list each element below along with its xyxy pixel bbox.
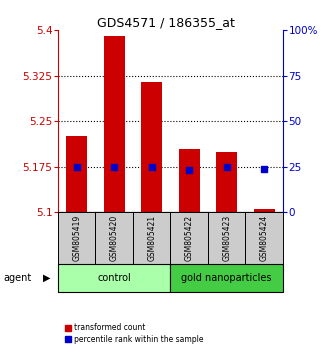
Text: control: control (97, 273, 131, 283)
Text: GDS4571 / 186355_at: GDS4571 / 186355_at (97, 16, 234, 29)
Text: GSM805424: GSM805424 (260, 215, 269, 261)
Bar (133, 212, 170, 264)
Text: GSM805421: GSM805421 (147, 215, 156, 261)
Bar (95, 212, 133, 264)
Bar (58, 212, 95, 264)
Text: GSM805419: GSM805419 (72, 215, 81, 261)
Bar (58, 264, 170, 292)
Bar (254, 209, 274, 212)
Bar (246, 212, 283, 264)
Text: agent: agent (3, 273, 31, 283)
Text: GSM805420: GSM805420 (110, 215, 119, 261)
Bar (170, 212, 208, 264)
Bar (208, 212, 246, 264)
Text: GSM805422: GSM805422 (185, 215, 194, 261)
Text: GSM805423: GSM805423 (222, 215, 231, 261)
Legend: transformed count, percentile rank within the sample: transformed count, percentile rank withi… (62, 320, 207, 347)
Bar (104, 36, 124, 212)
Text: gold nanoparticles: gold nanoparticles (181, 273, 272, 283)
Bar (179, 149, 200, 212)
Bar (216, 152, 237, 212)
Bar (141, 82, 162, 212)
Bar (170, 264, 283, 292)
Bar (66, 136, 87, 212)
Text: ▶: ▶ (43, 273, 51, 283)
